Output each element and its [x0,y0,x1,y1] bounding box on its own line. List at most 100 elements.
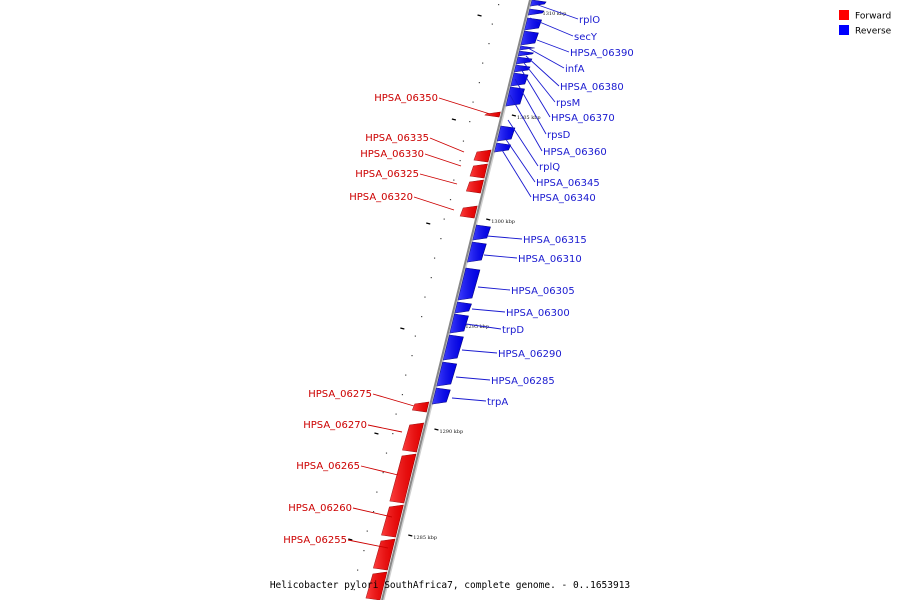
minor-tick [488,43,490,45]
minor-tick [478,82,480,84]
gene-trpA[interactable] [431,387,451,405]
gene-forward[interactable] [365,571,388,600]
minor-tick [491,23,493,25]
gene-rpsD[interactable] [513,64,531,73]
minor-tick [482,62,484,64]
gene-label-HPSA_06345[interactable]: HPSA_06345 [504,137,600,189]
gene-label-rpsM[interactable]: rpsM [523,62,580,109]
gene-label-HPSA_06370[interactable]: HPSA_06370 [520,68,615,124]
gene-label-HPSA_06315[interactable]: HPSA_06315 [486,235,587,246]
minor-tick [430,277,432,279]
gene-label-HPSA_06380[interactable]: HPSA_06380 [525,55,624,93]
gene-label-HPSA_06310[interactable]: HPSA_06310 [483,254,582,265]
major-tick [374,432,379,435]
gene-label-HPSA_06260[interactable]: HPSA_06260 [288,503,393,518]
gene-HPSA_06305[interactable] [457,267,481,301]
gene-HPSA_06325[interactable] [465,179,484,194]
gene-label-HPSA_06270[interactable]: HPSA_06270 [303,420,403,433]
svg-text:HPSA_06380: HPSA_06380 [560,82,624,93]
legend-label: Forward [855,12,891,22]
gene-label-rplQ[interactable]: rplQ [507,119,560,173]
minor-tick [357,569,359,571]
gene-HPSA_06270[interactable] [402,422,425,453]
gene-HPSA_06370[interactable] [515,56,533,65]
gene-HPSA_06350[interactable] [484,111,501,118]
gene-label-HPSA_06290[interactable]: HPSA_06290 [461,349,562,360]
major-tick [511,114,517,117]
gene-label-HPSA_06390[interactable]: HPSA_06390 [536,39,634,59]
gene-secY[interactable] [527,8,545,16]
gene-HPSA_06320[interactable] [459,205,478,219]
minor-tick [372,511,375,513]
gene-HPSA_06380[interactable] [519,45,535,51]
svg-text:HPSA_06310: HPSA_06310 [518,254,582,265]
gene-HPSA_06290[interactable] [442,334,464,361]
gene-label-HPSA_06255[interactable]: HPSA_06255 [283,535,389,549]
gene-HPSA_06330[interactable] [469,163,488,179]
gene-label-trpA[interactable]: trpA [451,397,508,408]
gene-label-rpsD[interactable]: rpsD [514,78,571,141]
minor-tick [363,550,365,552]
gene-HPSA_06260[interactable] [381,504,404,538]
gene-label-HPSA_06300[interactable]: HPSA_06300 [471,308,570,319]
gene-label-rplO[interactable]: rplO [537,4,600,26]
gene-label-HPSA_06285[interactable]: HPSA_06285 [455,376,555,387]
minor-tick [472,101,474,103]
gene-rplO[interactable] [530,0,547,7]
gene-label-HPSA_06325[interactable]: HPSA_06325 [355,169,458,185]
gene-HPSA_06265[interactable] [389,453,417,504]
gene-HPSA_06390[interactable] [524,17,543,31]
tick-label: 1285 kbp [413,535,437,541]
gene-HPSA_06315[interactable] [472,224,491,241]
gene-HPSA_06300[interactable] [454,301,472,314]
gene-label-HPSA_06350[interactable]: HPSA_06350 [374,93,491,115]
svg-text:HPSA_06330: HPSA_06330 [360,149,424,160]
svg-text:HPSA_06390: HPSA_06390 [570,48,634,59]
minor-tick [385,452,388,454]
gene-label-secY[interactable]: secY [529,17,598,43]
gene-trpD[interactable] [449,313,469,334]
gene-label-HPSA_06265[interactable]: HPSA_06265 [296,461,399,476]
tick-label: 1295 kbp [465,324,489,330]
svg-text:trpA: trpA [487,397,508,408]
major-tick [486,218,491,221]
legend-item-reverse: Reverse [839,25,892,37]
minor-tick [401,394,404,396]
gene-label-HPSA_06330[interactable]: HPSA_06330 [360,149,462,167]
svg-text:rplO: rplO [579,15,600,26]
gene-HPSA_06335[interactable] [473,149,492,163]
gene-label-HPSA_06360[interactable]: HPSA_06360 [509,94,607,158]
gene-label-HPSA_06305[interactable]: HPSA_06305 [477,286,575,297]
gene-rpsM[interactable] [517,50,535,57]
gene-HPSA_06285[interactable] [436,361,458,387]
gene-infA[interactable] [520,30,539,46]
genome-axis [381,0,533,600]
gene-HPSA_06345[interactable] [496,125,516,142]
svg-text:infA: infA [565,64,585,75]
legend-swatch [839,25,849,35]
legend: Forward Reverse [839,10,892,37]
gene-rplQ[interactable] [505,86,525,107]
minor-tick [366,530,368,532]
gene-label-HPSA_06275[interactable]: HPSA_06275 [308,389,415,407]
gene-label-HPSA_06340[interactable]: HPSA_06340 [501,149,596,204]
tick-label: 1290 kbp [439,429,463,435]
tick-label: 1305 kbp [517,115,541,121]
svg-text:HPSA_06285: HPSA_06285 [491,376,555,387]
gene-HPSA_06340[interactable] [494,142,512,153]
gene-HPSA_06275[interactable] [411,401,430,413]
gene-label-HPSA_06335[interactable]: HPSA_06335 [365,133,465,153]
gene-label-infA[interactable]: infA [527,47,585,75]
svg-text:rpsD: rpsD [547,130,571,141]
tick-marks: 1310 kbp 1305 kbp 1300 kbp 1295 kbp 1290 kbp… [348,4,566,591]
minor-tick [453,179,455,181]
gene-HPSA_06310[interactable] [467,241,487,263]
svg-text:HPSA_06260: HPSA_06260 [288,503,352,514]
gene-labels: rplO secY HPSA_06390 infA HPSA_06380 rpsM HPSA… [283,4,634,549]
gene-HPSA_06255[interactable] [373,538,396,571]
gene-HPSA_06360[interactable] [510,72,529,87]
gene-label-trpD[interactable]: trpD [465,323,524,336]
svg-text:HPSA_06320: HPSA_06320 [349,192,413,203]
gene-label-HPSA_06320[interactable]: HPSA_06320 [349,192,455,211]
